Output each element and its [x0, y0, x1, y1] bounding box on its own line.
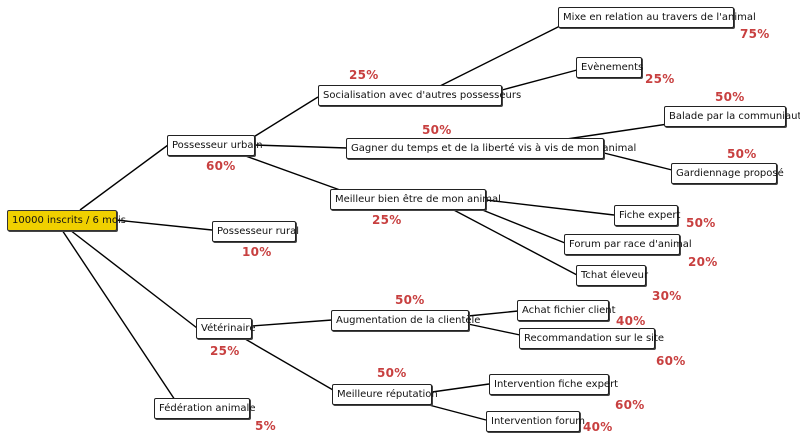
node-augmentation-clientele[interactable]: Augmentation de la clientèle — [331, 310, 480, 331]
percent-socialisation: 25% — [349, 68, 379, 82]
percent-balade: 50% — [715, 90, 745, 104]
edge-reputation-intervention-fiche — [431, 383, 490, 393]
percent-possesseur-urbain: 60% — [206, 159, 236, 173]
node-evenements[interactable]: Evènements — [576, 57, 643, 78]
percent-evenements: 25% — [645, 72, 675, 86]
percent-intervention-forum: 40% — [583, 420, 613, 434]
edge-urbain-bienetre — [239, 153, 341, 191]
percent-possesseur-rural: 10% — [242, 245, 272, 259]
node-achat-fichier-client[interactable]: Achat fichier client — [517, 300, 616, 321]
edge-socialisation-mixe — [439, 25, 561, 87]
root-node[interactable]: 10000 inscrits / 6 mois — [7, 210, 126, 231]
edge-root-urbain — [79, 144, 169, 211]
edge-gagner-balade — [559, 123, 669, 141]
node-possesseur-urbain[interactable]: Possesseur urbain — [167, 135, 263, 156]
node-gardiennage[interactable]: Gardiennage proposé — [671, 163, 784, 184]
edge-veterinaire-augmentation — [251, 319, 333, 327]
edge-urbain-gagner — [253, 144, 348, 149]
edge-bienetre-forum — [469, 204, 566, 244]
edge-bienetre-fiche — [485, 199, 615, 216]
percent-tchat-eleveur: 30% — [652, 289, 682, 303]
edge-augmentation-achat — [467, 310, 519, 317]
percent-forum-race: 20% — [688, 255, 718, 269]
node-federation-animale[interactable]: Fédération animale — [154, 398, 255, 419]
edge-gagner-gardiennage — [603, 152, 673, 171]
edge-urbain-socialisation — [251, 96, 319, 139]
percent-mixe-relation: 75% — [740, 27, 770, 41]
node-intervention-forum[interactable]: Intervention forum — [486, 411, 585, 432]
edge-augmentation-recommandation — [467, 323, 521, 336]
percent-gagner-du-temps: 50% — [422, 123, 452, 137]
percent-intervention-fiche-expert: 60% — [615, 398, 645, 412]
node-socialisation[interactable]: Socialisation avec d'autres possesseurs — [318, 85, 521, 106]
percent-veterinaire: 25% — [210, 344, 240, 358]
edge-socialisation-evenements — [501, 69, 578, 91]
node-fiche-expert[interactable]: Fiche expert — [614, 205, 680, 226]
node-mixe-relation[interactable]: Mixe en relation au travers de l'animal — [558, 7, 756, 28]
node-balade[interactable]: Balade par la communiauté — [664, 106, 800, 127]
node-intervention-fiche-expert[interactable]: Intervention fiche expert — [489, 374, 618, 395]
percent-fiche-expert: 50% — [686, 216, 716, 230]
node-gagner-du-temps[interactable]: Gagner du temps et de la liberté vis à v… — [346, 138, 636, 159]
edge-bienetre-tchat — [449, 207, 578, 276]
node-tchat-eleveur[interactable]: Tchat éleveur — [576, 265, 648, 286]
node-recommandation-site[interactable]: Recommandation sur le site — [519, 328, 664, 349]
node-meilleure-reputation[interactable]: Meilleure réputation — [332, 384, 438, 405]
node-meilleur-bien-etre[interactable]: Meilleur bien être de mon animal — [330, 189, 501, 210]
percent-augmentation-clientele: 50% — [395, 293, 425, 307]
percent-recommandation-site: 60% — [656, 354, 686, 368]
percent-meilleure-reputation: 50% — [377, 366, 407, 380]
percent-federation-animale: 5% — [255, 419, 276, 433]
edge-veterinaire-reputation — [239, 335, 334, 391]
node-possesseur-rural[interactable]: Possesseur rural — [212, 221, 299, 242]
edge-root-veterinaire — [69, 229, 198, 329]
percent-achat-fichier-client: 40% — [616, 314, 646, 328]
node-forum-race[interactable]: Forum par race d'animal — [564, 234, 692, 255]
edge-root-federation — [61, 229, 176, 401]
percent-gardiennage: 50% — [727, 147, 757, 161]
percent-meilleur-bien-etre: 25% — [372, 213, 402, 227]
edge-root-rural — [115, 219, 213, 231]
node-veterinaire[interactable]: Vétérinaire — [196, 318, 255, 339]
